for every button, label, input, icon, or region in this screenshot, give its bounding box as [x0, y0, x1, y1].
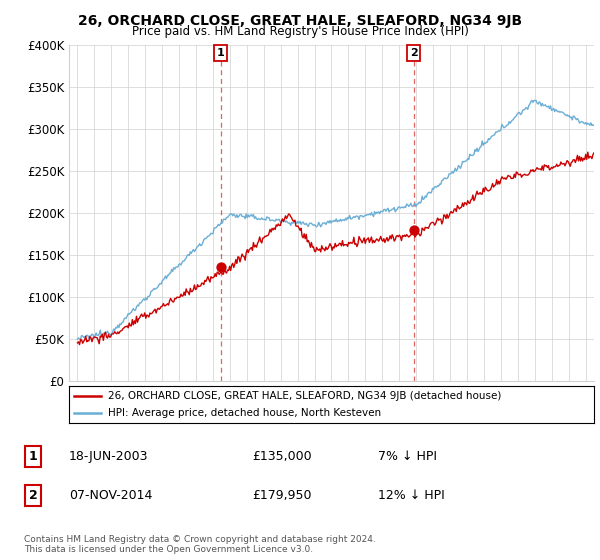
Text: 2: 2 — [29, 489, 37, 502]
Text: Price paid vs. HM Land Registry's House Price Index (HPI): Price paid vs. HM Land Registry's House … — [131, 25, 469, 38]
Text: 18-JUN-2003: 18-JUN-2003 — [69, 450, 149, 463]
Text: £179,950: £179,950 — [252, 489, 311, 502]
Text: HPI: Average price, detached house, North Kesteven: HPI: Average price, detached house, Nort… — [109, 408, 382, 418]
Text: 12% ↓ HPI: 12% ↓ HPI — [378, 489, 445, 502]
Point — [216, 263, 226, 272]
Text: 1: 1 — [29, 450, 37, 463]
Text: 26, ORCHARD CLOSE, GREAT HALE, SLEAFORD, NG34 9JB (detached house): 26, ORCHARD CLOSE, GREAT HALE, SLEAFORD,… — [109, 391, 502, 401]
Text: 2: 2 — [410, 48, 418, 58]
Text: £135,000: £135,000 — [252, 450, 311, 463]
Text: 26, ORCHARD CLOSE, GREAT HALE, SLEAFORD, NG34 9JB: 26, ORCHARD CLOSE, GREAT HALE, SLEAFORD,… — [78, 14, 522, 28]
Text: 1: 1 — [217, 48, 224, 58]
Point — [409, 225, 418, 234]
Text: 07-NOV-2014: 07-NOV-2014 — [69, 489, 152, 502]
Text: Contains HM Land Registry data © Crown copyright and database right 2024.
This d: Contains HM Land Registry data © Crown c… — [24, 535, 376, 554]
Text: 7% ↓ HPI: 7% ↓ HPI — [378, 450, 437, 463]
